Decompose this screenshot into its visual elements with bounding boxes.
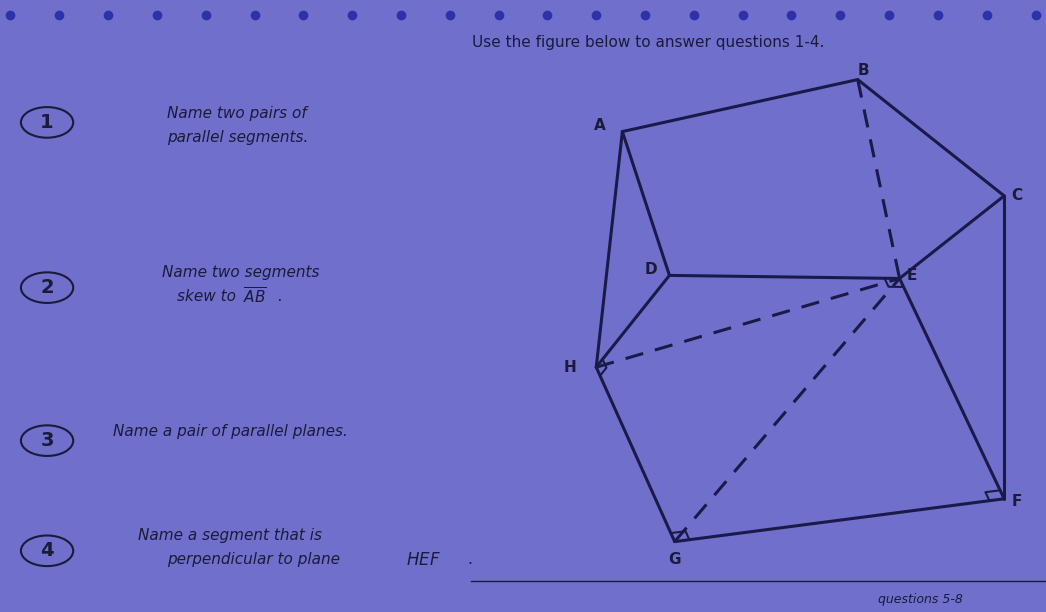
Text: Name a pair of parallel planes.: Name a pair of parallel planes. <box>113 424 347 439</box>
Text: perpendicular to plane: perpendicular to plane <box>167 553 345 567</box>
Text: 2: 2 <box>40 278 54 297</box>
Text: B: B <box>857 63 869 78</box>
Text: E: E <box>907 268 917 283</box>
Text: $\overline{AB}$: $\overline{AB}$ <box>243 287 267 307</box>
Text: skew to: skew to <box>177 289 241 304</box>
Text: Use the figure below to answer questions 1-4.: Use the figure below to answer questions… <box>473 35 824 50</box>
Text: 1: 1 <box>40 113 54 132</box>
Text: D: D <box>644 262 657 277</box>
Text: 3: 3 <box>41 431 53 450</box>
Text: $HEF$: $HEF$ <box>406 551 440 569</box>
Text: .: . <box>277 289 282 304</box>
Text: Name two segments: Name two segments <box>162 265 319 280</box>
Text: .: . <box>468 553 473 567</box>
Text: H: H <box>564 360 576 375</box>
Text: C: C <box>1011 188 1022 203</box>
Text: Name two pairs of: Name two pairs of <box>167 106 308 121</box>
Text: F: F <box>1011 494 1022 509</box>
Text: questions 5-8: questions 5-8 <box>878 593 963 606</box>
Text: G: G <box>668 553 681 567</box>
Text: Name a segment that is: Name a segment that is <box>138 528 322 543</box>
Text: A: A <box>593 118 606 133</box>
Text: parallel segments.: parallel segments. <box>167 130 309 145</box>
Text: 4: 4 <box>40 541 54 561</box>
